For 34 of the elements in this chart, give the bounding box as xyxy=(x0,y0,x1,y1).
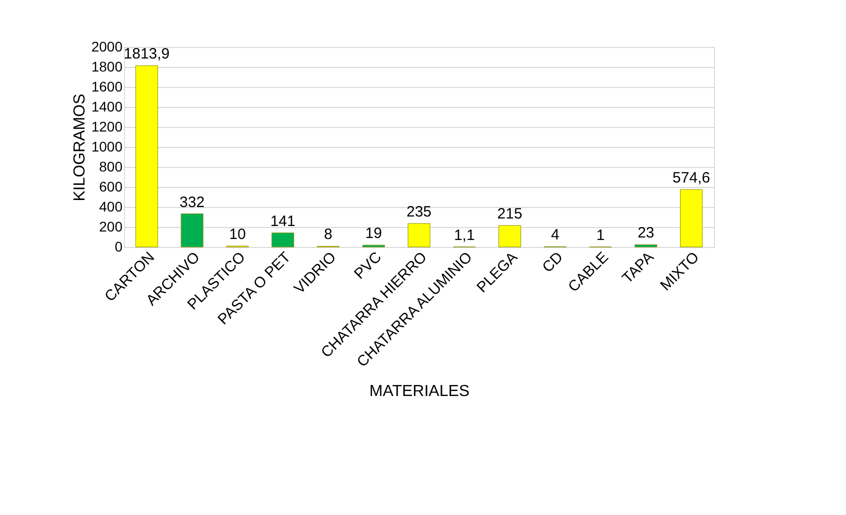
bar xyxy=(408,223,430,248)
bar xyxy=(680,189,703,248)
y-tick-label: 200 xyxy=(99,218,123,234)
data-label: 141 xyxy=(270,212,296,230)
x-tick-label: CD xyxy=(539,248,567,276)
data-label: 1 xyxy=(596,226,605,244)
data-label: 19 xyxy=(365,225,382,242)
bar xyxy=(135,65,158,248)
data-label: 1,1 xyxy=(454,226,475,244)
data-label: 10 xyxy=(229,226,246,243)
y-tick-label: 1800 xyxy=(91,58,123,74)
y-tick-label: 1600 xyxy=(91,78,123,94)
data-label: 235 xyxy=(406,204,432,220)
y-tick-label: 1000 xyxy=(91,138,123,154)
y-tick-label: 400 xyxy=(99,198,123,214)
y-tick-label: 1200 xyxy=(91,118,123,134)
y-axis-title: KILOGRAMOS xyxy=(71,94,88,202)
y-tick-label: 0 xyxy=(114,238,123,254)
data-label: 1813,9 xyxy=(124,46,170,63)
data-label: 332 xyxy=(180,194,205,211)
data-label: 8 xyxy=(324,226,332,244)
y-tick-label: 1400 xyxy=(91,98,123,114)
y-tick-label: 600 xyxy=(99,178,123,194)
data-label: 574,6 xyxy=(672,170,710,187)
bar xyxy=(634,244,658,248)
data-label: 23 xyxy=(638,224,654,242)
bar xyxy=(180,214,204,248)
y-tick-label: 2000 xyxy=(91,38,123,54)
data-label: 4 xyxy=(550,226,560,244)
bar xyxy=(498,225,522,248)
y-tick-label: 800 xyxy=(99,158,123,174)
data-label: 215 xyxy=(497,206,522,222)
x-axis-title: MATERIALES xyxy=(369,383,470,400)
bar xyxy=(272,232,294,248)
